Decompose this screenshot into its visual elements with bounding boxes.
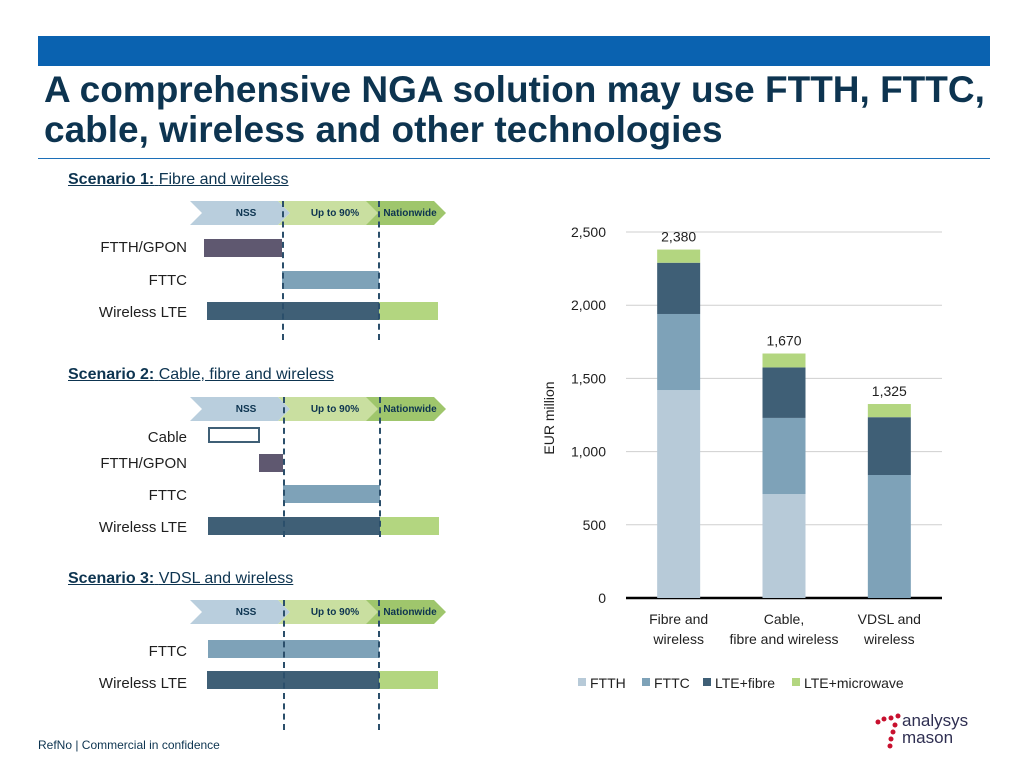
s2-row-label-cable: Cable [147, 429, 187, 446]
s1-divider-nss [282, 201, 284, 340]
s2-divider-90 [379, 397, 381, 537]
y-tick-label: 2,500 [571, 224, 606, 240]
bar-segment-lte-microwave [657, 249, 701, 263]
y-tick-label: 0 [598, 590, 606, 606]
chevron-up-to-90: Up to 90% [278, 600, 382, 624]
scenario-2-prefix: Scenario 2: [68, 366, 155, 383]
s1-row-label-ftth-gpon: FTTH/GPON [100, 239, 187, 256]
legend-swatch [703, 678, 711, 686]
scenario-3-title: Scenario 3: VDSL and wireless [68, 570, 293, 588]
s3-row-label-fttc: FTTC [148, 643, 187, 660]
y-tick-label: 2,000 [571, 297, 606, 313]
s3-row-label-wireless-lte: Wireless LTE [98, 675, 187, 692]
analysys-mason-logo: analysys mason [874, 712, 1004, 754]
s1-bar-lte-fibre [207, 302, 379, 320]
s3-bar-lte-microwave [379, 671, 438, 689]
s1-divider-90 [378, 201, 380, 340]
title-divider [38, 158, 990, 159]
slide-title: A comprehensive NGA solution may use FTT… [44, 69, 985, 150]
bar-segment-lte-microwave [762, 353, 806, 368]
y-tick-label: 1,500 [571, 370, 606, 386]
s3-divider-90 [378, 600, 380, 730]
bar-segment-fttc [657, 313, 701, 391]
s2-divider-nss [283, 397, 285, 537]
legend-label: LTE+microwave [804, 675, 904, 691]
total-data-label: 1,325 [872, 383, 907, 399]
s1-bar-fttc [282, 271, 379, 289]
s2-row-label-wireless-lte: Wireless LTE [98, 519, 187, 536]
scenario-2-title: Scenario 2: Cable, fibre and wireless [68, 366, 334, 384]
bar-segment-lte-fibre [657, 262, 701, 314]
y-tick-label: 1,000 [571, 444, 606, 460]
scenario-3-name: VDSL and wireless [158, 570, 294, 587]
legend-swatch [792, 678, 800, 686]
s3-bar-fttc [208, 640, 379, 658]
legend-label: FTTC [654, 675, 690, 691]
logo-wordmark: analysys mason [902, 712, 968, 746]
bar-segment-fttc [867, 475, 911, 598]
s1-bar-lte-microwave [379, 302, 438, 320]
scenario-3-prefix: Scenario 3: [68, 570, 155, 587]
s1-bar-ftth-gpon [204, 239, 282, 257]
s2-bar-lte-fibre [208, 517, 380, 535]
s1-row-label-wireless-lte: Wireless LTE [98, 304, 187, 321]
total-data-label: 2,380 [661, 229, 696, 245]
legend-swatch [578, 678, 586, 686]
chevron-up-to-90: Up to 90% [278, 201, 382, 225]
logo-dots-icon [875, 713, 901, 749]
bar-segment-ftth [762, 494, 806, 598]
s2-bar-cable [208, 427, 260, 443]
x-category-label: VDSL and wireless [858, 611, 921, 647]
s3-bar-lte-fibre [207, 671, 379, 689]
bar-segment-fttc [762, 417, 806, 495]
legend-label: LTE+fibre [715, 675, 775, 691]
footer-text: RefNo | Commercial in confidence [38, 738, 220, 752]
legend-swatch [642, 678, 650, 686]
chevron-nss: NSS [190, 201, 290, 225]
logo-line-2: mason [902, 728, 954, 747]
x-category-label: Fibre and wireless [649, 611, 708, 647]
s2-bar-ftth-gpon [259, 454, 283, 472]
logo-line-1: analysys [902, 711, 969, 730]
bar-segment-lte-fibre [762, 367, 806, 418]
s2-row-label-fttc: FTTC [148, 487, 187, 504]
s3-divider-nss [283, 600, 285, 730]
y-axis-label: EUR million [541, 381, 557, 454]
scenario-2-name: Cable, fibre and wireless [158, 366, 334, 383]
y-tick-label: 500 [583, 517, 607, 533]
total-data-label: 1,670 [766, 333, 801, 349]
s1-row-label-fttc: FTTC [148, 272, 187, 289]
title-bar [38, 36, 990, 66]
x-category-label: Cable, fibre and wireless [730, 611, 839, 647]
scenario-1-prefix: Scenario 1: [68, 171, 155, 188]
scenario-3-coverage-chevrons: NSS Up to 90% Nationwide [190, 600, 450, 624]
s2-bar-fttc [283, 485, 380, 503]
scenario-1-name: Fibre and wireless [158, 171, 289, 188]
chevron-nss: NSS [190, 600, 290, 624]
bar-segment-lte-microwave [867, 404, 911, 418]
s2-row-label-ftth-gpon: FTTH/GPON [100, 455, 187, 472]
chevron-up-to-90: Up to 90% [278, 397, 382, 421]
s2-bar-lte-microwave [380, 517, 439, 535]
legend-label: FTTH [590, 675, 626, 691]
chevron-nss: NSS [190, 397, 290, 421]
bar-segment-ftth [657, 390, 701, 598]
bar-segment-lte-fibre [867, 417, 911, 476]
scenario-1-title: Scenario 1: Fibre and wireless [68, 171, 289, 189]
